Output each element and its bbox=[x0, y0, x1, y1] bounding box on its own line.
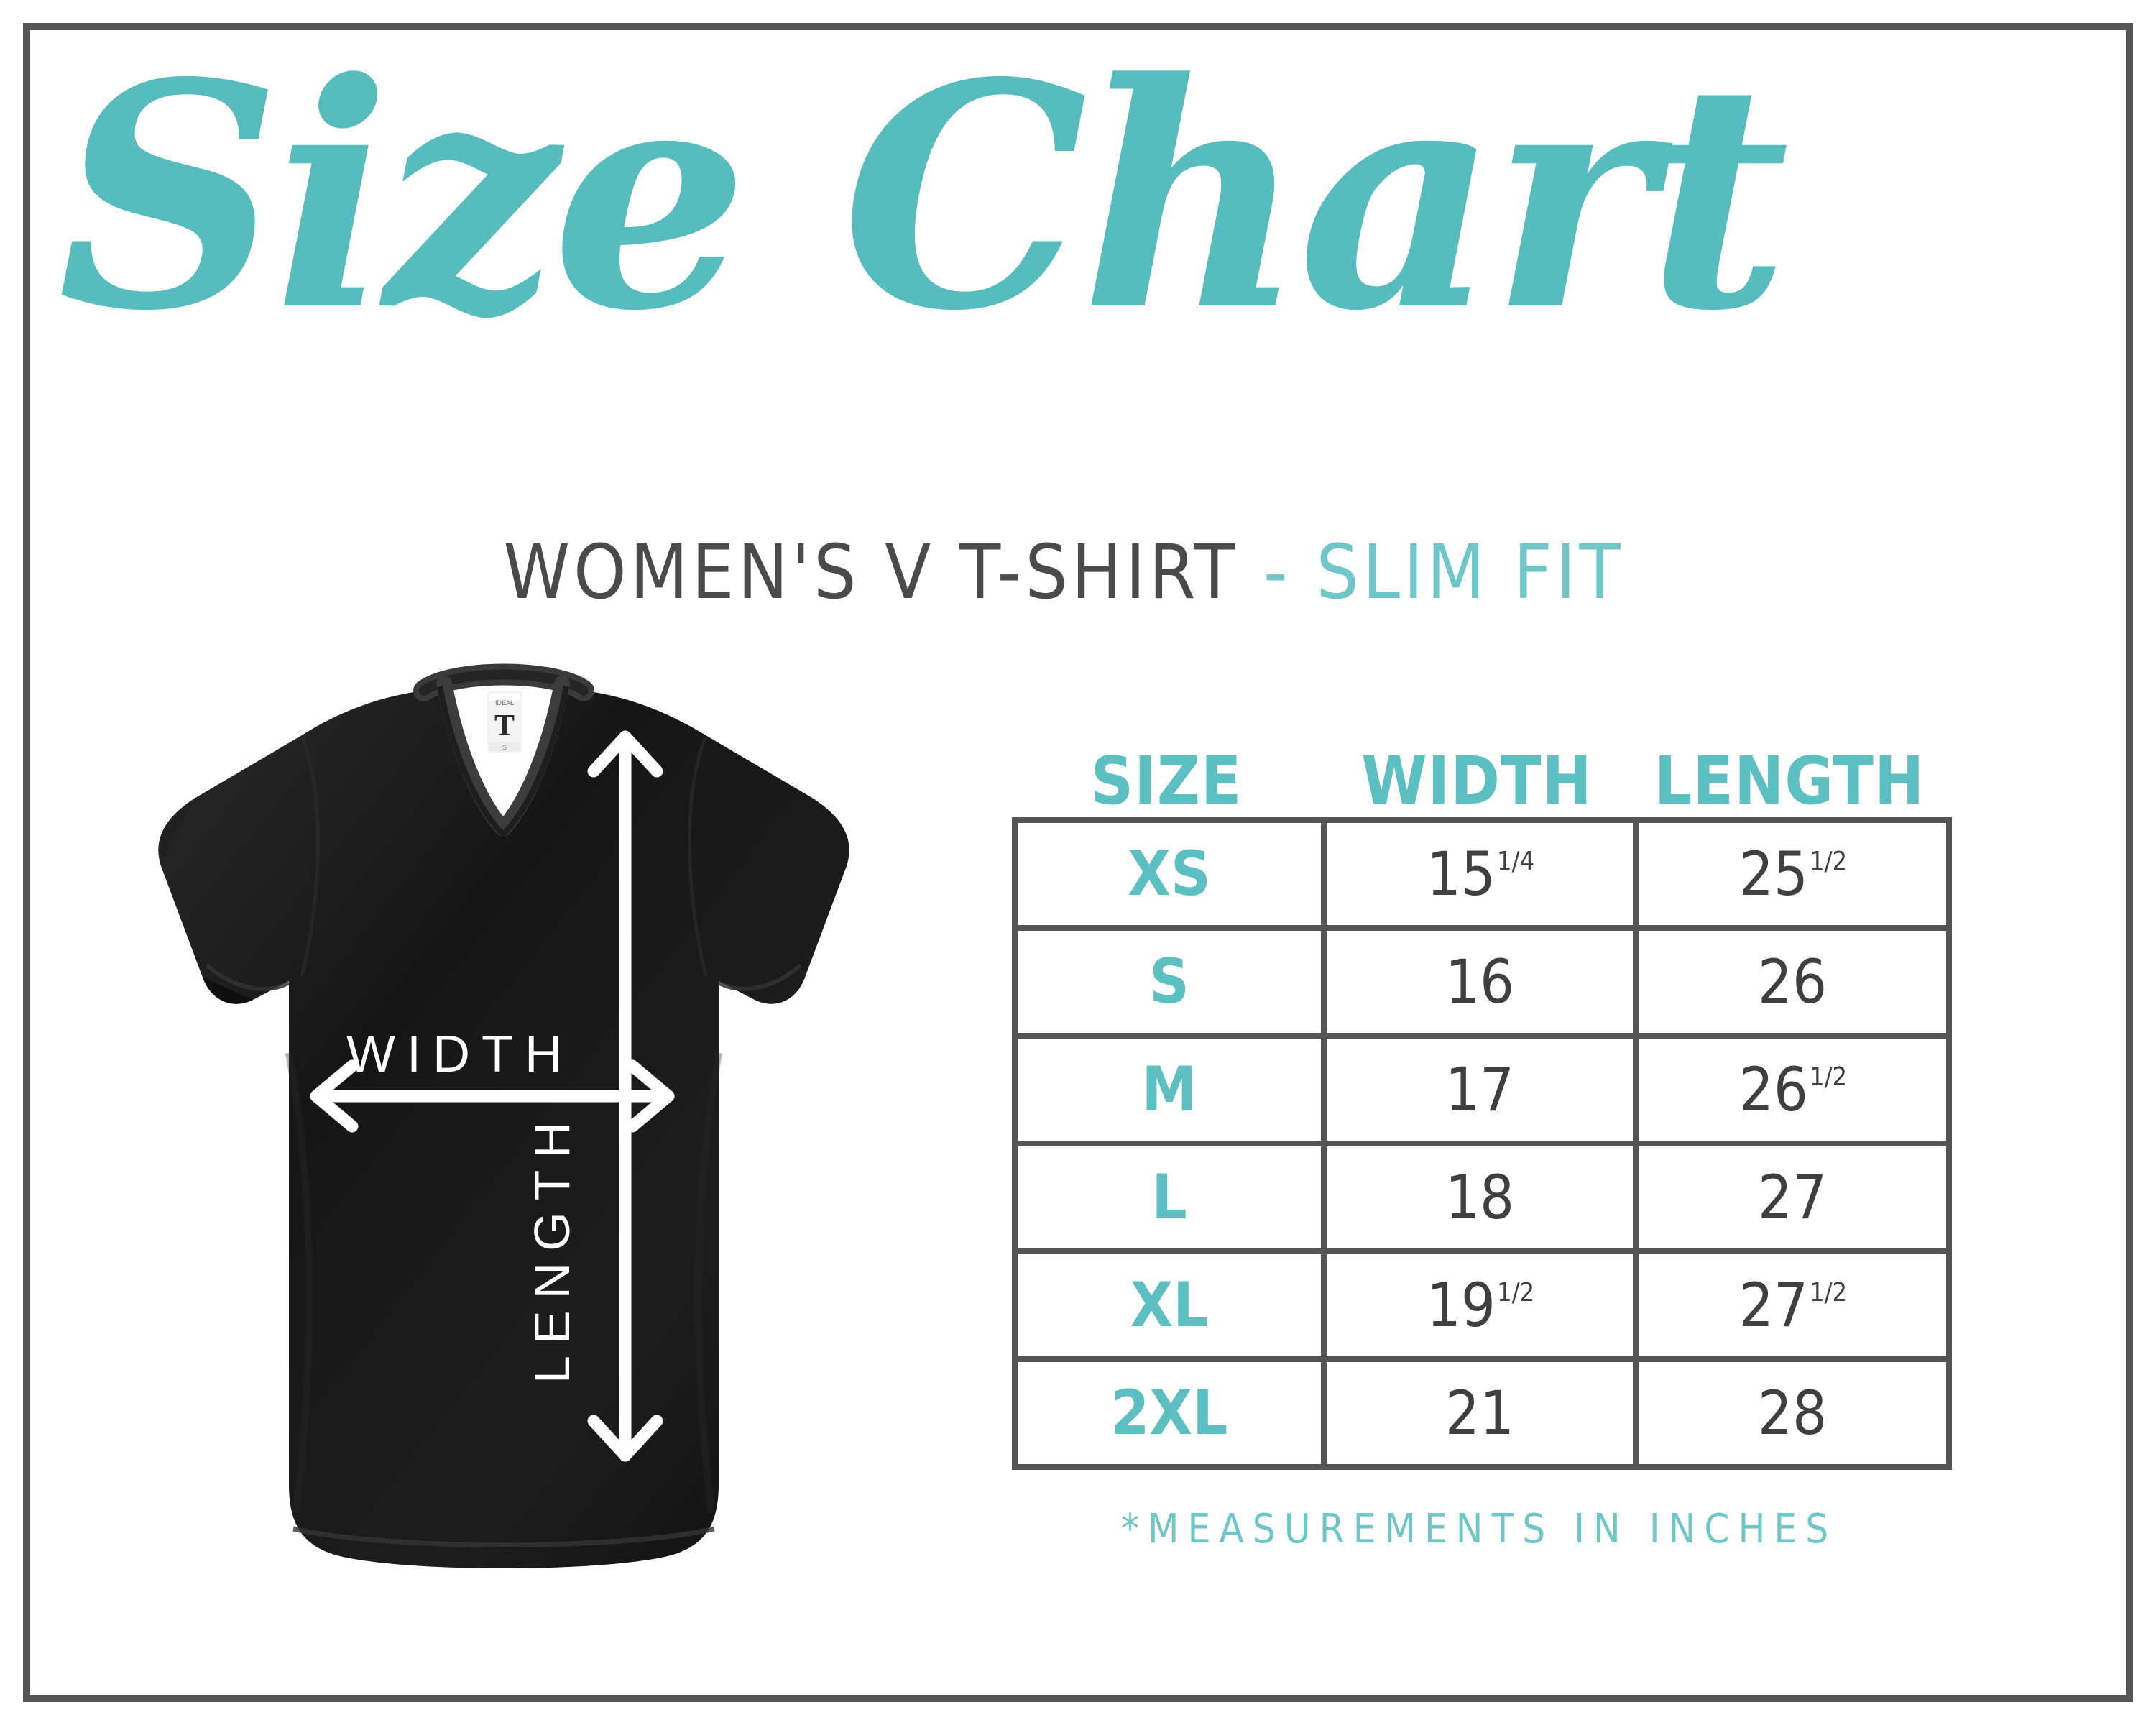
width-label: WIDTH bbox=[346, 1026, 573, 1083]
tshirt-body bbox=[158, 663, 849, 1568]
cell-length: 26 bbox=[1633, 925, 1952, 1039]
size-value: XS bbox=[1128, 838, 1211, 910]
subtitle-product: WOMEN'S V T-SHIRT bbox=[503, 528, 1239, 616]
width-value: 18 bbox=[1445, 1162, 1515, 1233]
size-table-block: SIZE WIDTH LENGTH XS 151/4 251/2 bbox=[1012, 731, 1952, 1470]
length-value: 271/2 bbox=[1738, 1270, 1848, 1340]
cell-size: 2XL bbox=[1012, 1356, 1327, 1470]
cell-length: 261/2 bbox=[1633, 1033, 1952, 1146]
cell-length: 28 bbox=[1633, 1356, 1952, 1470]
cell-size: XS bbox=[1012, 817, 1327, 931]
column-header-width: WIDTH bbox=[1361, 742, 1593, 819]
cell-size: L bbox=[1012, 1141, 1327, 1254]
length-value: 251/2 bbox=[1738, 839, 1848, 909]
subtitle-fit: - SLIM FIT bbox=[1263, 528, 1624, 616]
length-value: 28 bbox=[1757, 1378, 1828, 1448]
length-value: 27 bbox=[1757, 1162, 1828, 1233]
length-value: 261/2 bbox=[1738, 1054, 1848, 1125]
size-table: XS 151/4 251/2 S 16 bbox=[1012, 817, 1952, 1470]
cell-width: 18 bbox=[1321, 1141, 1639, 1254]
svg-text:S: S bbox=[502, 744, 507, 751]
table-row: S 16 26 bbox=[1012, 925, 1952, 1039]
column-header-length: LENGTH bbox=[1654, 742, 1925, 819]
column-header-size: SIZE bbox=[1090, 742, 1243, 819]
tshirt-svg: IDEAL T S WIDTH LENGTH bbox=[158, 663, 849, 1568]
cell-width: 191/2 bbox=[1321, 1248, 1639, 1362]
width-value: 191/2 bbox=[1426, 1270, 1535, 1340]
size-value: S bbox=[1149, 946, 1189, 1018]
cell-size: S bbox=[1012, 925, 1327, 1039]
cell-width: 16 bbox=[1321, 925, 1639, 1039]
neck-tag: IDEAL T S bbox=[487, 691, 522, 753]
cell-width: 151/4 bbox=[1321, 817, 1639, 931]
cell-size: M bbox=[1012, 1033, 1327, 1146]
width-fraction: 1/4 bbox=[1497, 847, 1535, 876]
length-value: 26 bbox=[1757, 947, 1828, 1017]
neck-tag-letter: T bbox=[494, 709, 515, 742]
width-value: 17 bbox=[1445, 1054, 1515, 1125]
size-value: M bbox=[1141, 1054, 1197, 1126]
table-row: XS 151/4 251/2 bbox=[1012, 817, 1952, 931]
measurements-note: *MEASUREMENTS IN INCHES bbox=[1120, 1506, 1838, 1552]
size-value: L bbox=[1151, 1162, 1187, 1233]
cell-width: 21 bbox=[1321, 1356, 1639, 1470]
cell-length: 271/2 bbox=[1633, 1248, 1952, 1362]
table-row: M 17 261/2 bbox=[1012, 1033, 1952, 1146]
width-value: 21 bbox=[1445, 1378, 1515, 1448]
width-arrow bbox=[310, 1059, 675, 1133]
cell-width: 17 bbox=[1321, 1033, 1639, 1146]
page-title: Size Chart bbox=[57, 16, 1789, 379]
cell-length: 27 bbox=[1633, 1141, 1952, 1254]
table-row: 2XL 21 28 bbox=[1012, 1356, 1952, 1470]
length-fraction: 1/2 bbox=[1810, 1062, 1848, 1092]
page-subtitle: WOMEN'S V T-SHIRT - SLIM FIT bbox=[0, 528, 2127, 616]
width-value: 151/4 bbox=[1426, 839, 1535, 909]
table-row: L 18 27 bbox=[1012, 1141, 1952, 1254]
tshirt-illustration: IDEAL T S WIDTH LENGTH bbox=[86, 650, 920, 1621]
size-value: XL bbox=[1130, 1269, 1209, 1341]
size-value: 2XL bbox=[1110, 1377, 1228, 1449]
length-fraction: 1/2 bbox=[1810, 1278, 1848, 1307]
svg-text:IDEAL: IDEAL bbox=[495, 699, 514, 707]
width-value: 16 bbox=[1445, 947, 1515, 1017]
table-row: XL 191/2 271/2 bbox=[1012, 1248, 1952, 1362]
length-arrow bbox=[587, 730, 663, 1462]
size-table-header: SIZE WIDTH LENGTH bbox=[1012, 731, 1946, 817]
cell-length: 251/2 bbox=[1633, 817, 1952, 931]
length-label: LENGTH bbox=[524, 1110, 580, 1384]
cell-size: XL bbox=[1012, 1248, 1327, 1362]
width-fraction: 1/2 bbox=[1497, 1278, 1535, 1307]
length-fraction: 1/2 bbox=[1810, 847, 1848, 876]
